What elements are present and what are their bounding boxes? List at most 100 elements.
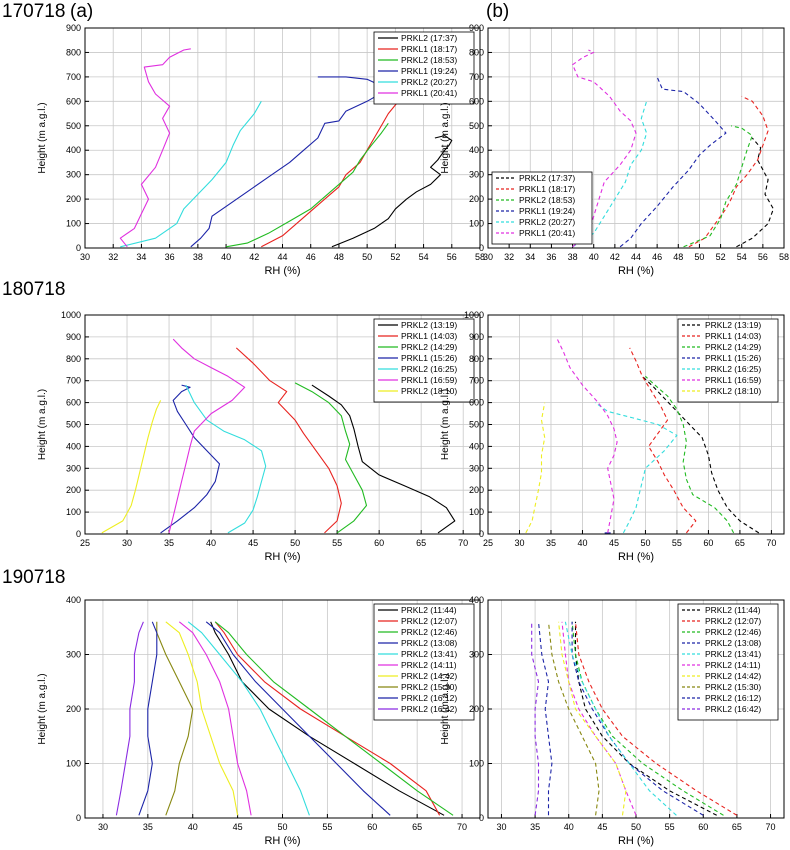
legend-entry: PRKL1 (15:26) <box>705 353 761 363</box>
y-tick-label: 0 <box>76 529 81 539</box>
x-tick-label: 42 <box>249 252 259 262</box>
legend-entry: PRKL2 (12:07) <box>705 616 761 626</box>
x-tick-label: 50 <box>362 252 372 262</box>
chart-panel-1b: 30 32 34 36 38 40 42 44 46 48 50 52 54 56 580100200300… <box>440 23 789 277</box>
y-tick-label: 200 <box>66 704 81 714</box>
y-tick-label: 400 <box>66 441 81 451</box>
series-line <box>115 621 144 816</box>
x-tick-label: 48 <box>334 252 344 262</box>
x-tick-label: 30 <box>98 822 108 832</box>
legend-entry: PRKL2 (15:30) <box>705 682 761 692</box>
y-tick-label: 1000 <box>61 310 81 320</box>
legend-entry: PRKL2 (12:46) <box>401 627 457 637</box>
legend-entry: PRKL2 (14:29) <box>401 342 457 352</box>
legend-entry: PRKL1 (16:59) <box>401 375 457 385</box>
x-tick-label: 25 <box>483 538 493 548</box>
y-tick-label: 700 <box>66 376 81 386</box>
x-tick-label: 32 <box>108 252 118 262</box>
x-tick-label: 30 <box>514 538 524 548</box>
x-tick-label: 42 <box>610 252 620 262</box>
y-tick-label: 900 <box>66 332 81 342</box>
legend: PRKL2 (13:19)PRKL1 (14:03)PRKL2 (14:29)P… <box>677 318 779 403</box>
x-axis-label: RH (%) <box>618 551 654 563</box>
legend-entry: PRKL2 (16:12) <box>401 693 457 703</box>
series-line <box>564 621 677 816</box>
legend-entry: PRKL2 (13:08) <box>401 638 457 648</box>
x-tick-label: 70 <box>458 538 468 548</box>
legend-entry: PRKL2 (14:11) <box>401 660 457 670</box>
x-tick-label: 35 <box>164 538 174 548</box>
series-line <box>629 347 697 534</box>
x-axis-label: RH (%) <box>264 551 300 563</box>
chart-panel-2b: 25 30 35 40 45 50 55 60 65 7001002003004005006007… <box>440 310 785 563</box>
y-axis-label: Height (m a.g.l.) <box>440 102 451 173</box>
x-tick-label: 44 <box>277 252 287 262</box>
x-tick-label: 50 <box>290 538 300 548</box>
x-tick-label: 36 <box>546 252 556 262</box>
legend-box <box>677 318 779 403</box>
series-line <box>210 621 445 816</box>
legend-box <box>677 603 779 721</box>
y-tick-label: 600 <box>469 96 484 106</box>
x-tick-label: 44 <box>631 252 641 262</box>
series-line <box>525 402 546 534</box>
series-line <box>214 621 441 816</box>
series-line <box>561 621 637 816</box>
legend: PRKL2 (11:44)PRKL2 (12:07)PRKL2 (12:46)P… <box>373 603 475 721</box>
y-tick-label: 300 <box>66 650 81 660</box>
x-tick-label: 50 <box>277 822 287 832</box>
legend-entry: PRKL2 (20:27) <box>401 77 457 87</box>
x-tick-label: 70 <box>766 538 776 548</box>
x-tick-label: 58 <box>475 252 485 262</box>
y-tick-label: 700 <box>469 72 484 82</box>
series-line <box>574 621 738 816</box>
x-tick-label: 65 <box>412 822 422 832</box>
x-axis-label: RH (%) <box>264 835 300 847</box>
series-line <box>547 621 600 816</box>
y-tick-label: 300 <box>66 463 81 473</box>
legend: PRKL2 (17:37)PRKL1 (18:17)PRKL2 (18:53)P… <box>373 31 475 105</box>
y-tick-label: 0 <box>479 529 484 539</box>
series-line <box>226 122 389 248</box>
series-line <box>641 375 760 534</box>
x-tick-label: 70 <box>457 822 467 832</box>
x-tick-label: 60 <box>374 538 384 548</box>
legend-box <box>373 603 475 721</box>
series-line <box>619 76 727 248</box>
x-tick-label: 60 <box>367 822 377 832</box>
legend-entry: PRKL1 (20:41) <box>519 228 575 238</box>
legend-entry: PRKL1 (20:41) <box>401 88 457 98</box>
x-tick-label: 40 <box>188 822 198 832</box>
series-line <box>156 621 194 816</box>
legend-entry: PRKL2 (18:10) <box>401 386 457 396</box>
x-tick-label: 30 <box>483 252 493 262</box>
y-tick-label: 500 <box>469 121 484 131</box>
y-axis-label: Height (m a.g.l.) <box>37 102 48 173</box>
series-line <box>138 621 158 816</box>
legend-entry: PRKL2 (14:11) <box>705 660 761 670</box>
series-line <box>185 384 267 534</box>
y-tick-label: 900 <box>469 332 484 342</box>
y-tick-label: 900 <box>469 23 484 33</box>
y-tick-label: 600 <box>469 398 484 408</box>
x-tick-label: 52 <box>716 252 726 262</box>
y-tick-label: 300 <box>66 170 81 180</box>
y-tick-label: 0 <box>76 813 81 823</box>
series-line <box>331 135 453 248</box>
y-tick-label: 0 <box>479 243 484 253</box>
legend-entry: PRKL1 (19:24) <box>401 66 457 76</box>
y-tick-label: 100 <box>66 759 81 769</box>
x-tick-label: 40 <box>577 538 587 548</box>
y-tick-label: 200 <box>66 485 81 495</box>
x-tick-label: 35 <box>143 822 153 832</box>
x-tick-label: 34 <box>136 252 146 262</box>
x-tick-label: 65 <box>416 538 426 548</box>
series-line <box>311 384 456 534</box>
x-tick-label: 30 <box>80 252 90 262</box>
y-tick-label: 200 <box>469 704 484 714</box>
x-tick-label: 35 <box>546 538 556 548</box>
x-tick-label: 50 <box>631 822 641 832</box>
x-tick-label: 50 <box>640 538 650 548</box>
series-line <box>160 384 221 534</box>
